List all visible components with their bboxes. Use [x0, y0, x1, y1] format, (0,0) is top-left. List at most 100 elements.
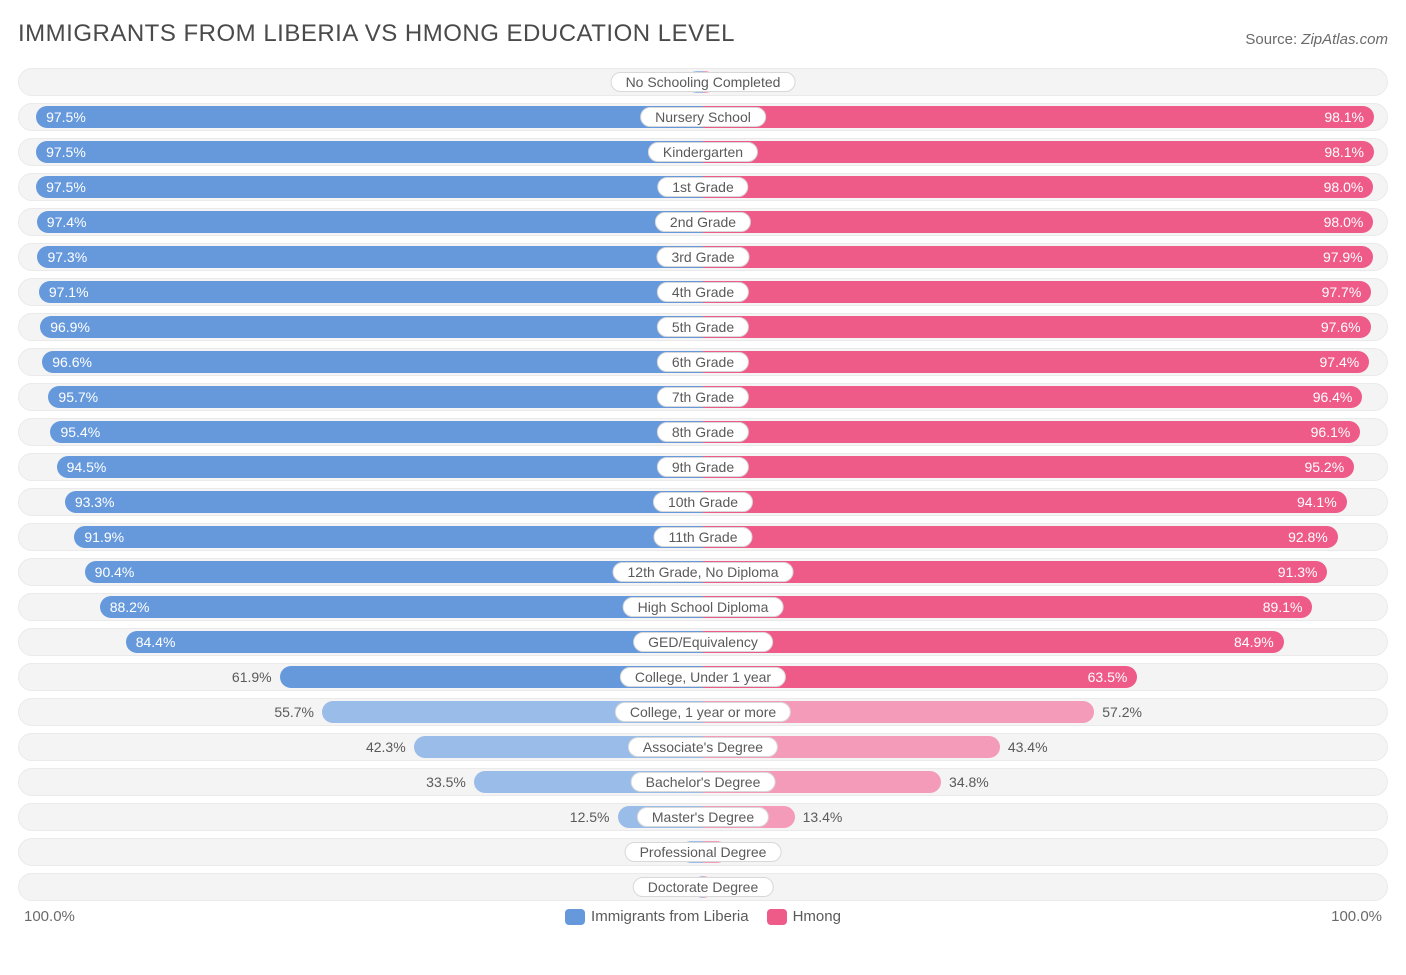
bar-right — [703, 631, 1284, 653]
row-left-half: 96.9% — [19, 314, 703, 340]
pct-left: 95.7% — [48, 384, 98, 410]
bar-left — [85, 561, 703, 583]
row-left-half: 95.7% — [19, 384, 703, 410]
row-left-half: 42.3% — [19, 734, 703, 760]
category-label: 11th Grade — [653, 527, 752, 547]
bar-right — [703, 561, 1327, 583]
pct-right: 98.0% — [1324, 209, 1374, 235]
category-label: Master's Degree — [637, 807, 769, 827]
category-label: 2nd Grade — [655, 212, 751, 232]
legend-swatch-right — [767, 909, 787, 925]
pct-left: 96.6% — [42, 349, 92, 375]
pct-left: 97.5% — [36, 174, 86, 200]
pct-left: 33.5% — [426, 769, 474, 795]
row-left-half: 84.4% — [19, 629, 703, 655]
pct-left: 61.9% — [232, 664, 280, 690]
legend-item-left: Immigrants from Liberia — [565, 908, 749, 925]
pct-right: 57.2% — [1094, 699, 1142, 725]
pct-right: 96.4% — [1313, 384, 1363, 410]
pct-right: 98.0% — [1324, 174, 1374, 200]
pct-left: 88.2% — [100, 594, 150, 620]
row-right-half: 63.5% — [703, 664, 1387, 690]
category-label: Bachelor's Degree — [631, 772, 776, 792]
bar-left — [37, 246, 703, 268]
pct-right: 13.4% — [795, 804, 843, 830]
axis-right-max: 100.0% — [1331, 908, 1382, 925]
pct-left: 97.4% — [37, 209, 87, 235]
pct-left: 12.5% — [570, 804, 618, 830]
row-right-half: 97.9% — [703, 244, 1387, 270]
row-left-half: 97.4% — [19, 209, 703, 235]
row-left-half: 90.4% — [19, 559, 703, 585]
bar-right — [703, 421, 1360, 443]
pct-left: 97.5% — [36, 104, 86, 130]
chart-row: 97.1%97.7%4th Grade — [18, 278, 1388, 306]
category-label: 7th Grade — [657, 387, 749, 407]
row-right-half: 97.4% — [703, 349, 1387, 375]
category-label: College, 1 year or more — [615, 702, 791, 722]
row-left-half: 61.9% — [19, 664, 703, 690]
category-label: 1st Grade — [657, 177, 748, 197]
category-label: Associate's Degree — [628, 737, 778, 757]
bar-right — [703, 141, 1374, 163]
row-right-half: 98.0% — [703, 209, 1387, 235]
bar-left — [39, 281, 703, 303]
row-right-half: 43.4% — [703, 734, 1387, 760]
row-right-half: 13.4% — [703, 804, 1387, 830]
pct-right: 97.9% — [1323, 244, 1373, 270]
row-left-half: 12.5% — [19, 804, 703, 830]
pct-left: 97.3% — [37, 244, 87, 270]
row-left-half: 3.4% — [19, 839, 703, 865]
category-label: GED/Equivalency — [633, 632, 773, 652]
pct-right: 43.4% — [1000, 734, 1048, 760]
category-label: 12th Grade, No Diploma — [613, 562, 794, 582]
chart-row: 97.5%98.1%Nursery School — [18, 103, 1388, 131]
row-left-half: 97.5% — [19, 174, 703, 200]
bar-right — [703, 246, 1373, 268]
chart-row: 3.4%3.7%Professional Degree — [18, 838, 1388, 866]
chart-row: 12.5% 13.4% Master's Degree — [18, 803, 1388, 831]
bar-left — [40, 316, 703, 338]
bar-left — [100, 596, 703, 618]
row-left-half: 95.4% — [19, 419, 703, 445]
legend-label-right: Hmong — [793, 908, 841, 925]
pct-right: 34.8% — [941, 769, 989, 795]
source-name: ZipAtlas.com — [1301, 31, 1388, 48]
row-left-half: 96.6% — [19, 349, 703, 375]
pct-right: 91.3% — [1278, 559, 1328, 585]
pct-left: 55.7% — [274, 699, 322, 725]
category-label: Professional Degree — [625, 842, 782, 862]
chart-title: IMMIGRANTS FROM LIBERIA VS HMONG EDUCATI… — [18, 20, 735, 48]
bar-left — [36, 141, 703, 163]
row-right-half: 96.4% — [703, 384, 1387, 410]
pct-left: 95.4% — [50, 419, 100, 445]
chart-footer: 100.0% Immigrants from Liberia Hmong 100… — [18, 908, 1388, 925]
category-label: 9th Grade — [657, 457, 749, 477]
chart-row: 97.5%98.1%Kindergarten — [18, 138, 1388, 166]
category-label: High School Diploma — [623, 597, 784, 617]
chart-rows: 2.5%1.9%No Schooling Completed97.5%98.1%… — [18, 68, 1388, 901]
row-left-half: 2.5% — [19, 69, 703, 95]
row-left-half: 1.5% — [19, 874, 703, 900]
row-right-half: 98.1% — [703, 139, 1387, 165]
pct-right: 97.7% — [1322, 279, 1372, 305]
bar-left — [48, 386, 703, 408]
pct-right: 97.4% — [1320, 349, 1370, 375]
bar-right — [703, 106, 1374, 128]
row-right-half: 91.3% — [703, 559, 1387, 585]
bar-right — [703, 386, 1362, 408]
chart-row: 97.4% 98.0% 2nd Grade — [18, 208, 1388, 236]
row-left-half: 91.9% — [19, 524, 703, 550]
chart-row: 90.4% 91.3% 12th Grade, No Diploma — [18, 558, 1388, 586]
chart-row: 55.7% 57.2% College, 1 year or more — [18, 698, 1388, 726]
bar-right — [703, 281, 1371, 303]
bar-left — [37, 211, 703, 233]
chart-row: 91.9%92.8%11th Grade — [18, 523, 1388, 551]
bar-left — [65, 491, 703, 513]
axis-left-max: 100.0% — [24, 908, 75, 925]
pct-right: 84.9% — [1234, 629, 1284, 655]
row-right-half: 57.2% — [703, 699, 1387, 725]
chart-row: 96.6%97.4%6th Grade — [18, 348, 1388, 376]
bar-right — [703, 351, 1369, 373]
chart-row: 95.4%96.1%8th Grade — [18, 418, 1388, 446]
